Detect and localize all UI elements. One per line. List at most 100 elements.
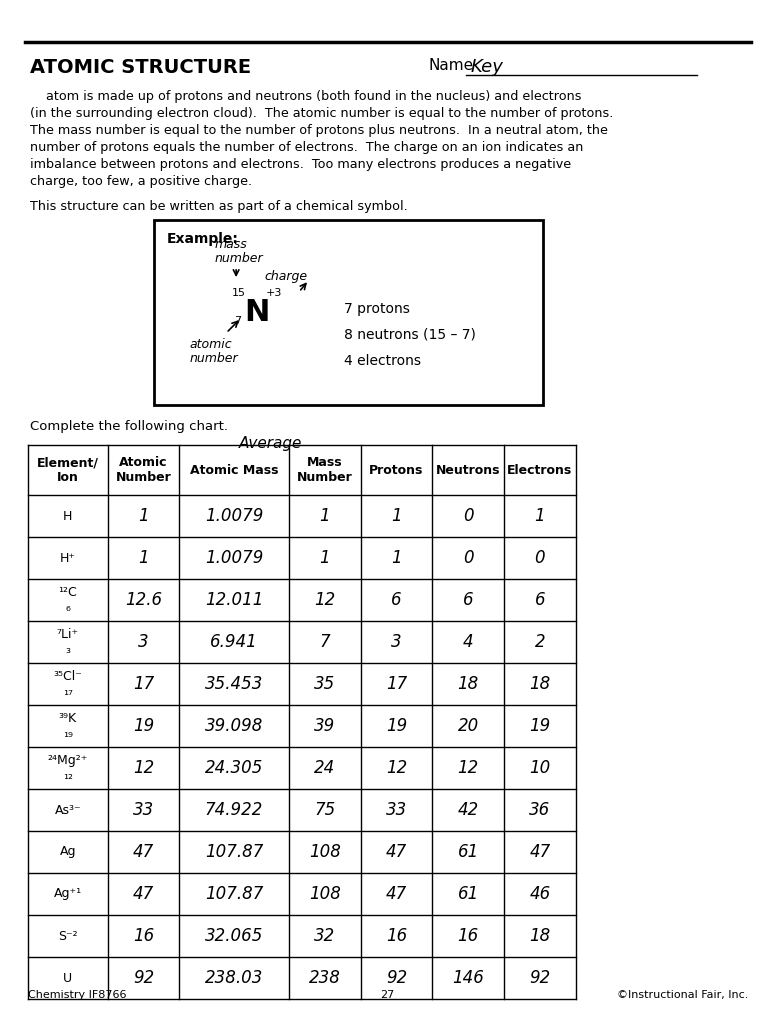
Text: 3: 3 — [391, 633, 402, 651]
Text: 61: 61 — [457, 885, 479, 903]
Text: 238.03: 238.03 — [205, 969, 263, 987]
Text: 3: 3 — [138, 633, 149, 651]
Text: 12: 12 — [133, 759, 154, 777]
Text: Chemistry IF8766: Chemistry IF8766 — [28, 990, 126, 1000]
Text: (in the surrounding electron cloud).  The atomic number is equal to the number o: (in the surrounding electron cloud). The… — [30, 106, 613, 120]
Text: 12: 12 — [386, 759, 407, 777]
Text: 12: 12 — [314, 591, 336, 609]
Text: U: U — [63, 972, 72, 984]
Text: 6: 6 — [463, 591, 474, 609]
Text: 0: 0 — [534, 549, 545, 567]
Text: 1: 1 — [319, 507, 330, 525]
Text: Atomic
Number: Atomic Number — [115, 456, 171, 484]
Text: mass: mass — [214, 238, 247, 251]
Text: 18: 18 — [530, 927, 551, 945]
Text: 36: 36 — [530, 801, 551, 819]
Text: 6: 6 — [534, 591, 545, 609]
Text: 47: 47 — [133, 885, 154, 903]
Text: Electrons: Electrons — [507, 464, 573, 476]
Text: 18: 18 — [457, 675, 479, 693]
Text: 4: 4 — [463, 633, 474, 651]
Text: 16: 16 — [133, 927, 154, 945]
Text: 35: 35 — [314, 675, 336, 693]
Text: 27: 27 — [380, 990, 395, 1000]
Text: H⁺: H⁺ — [60, 552, 76, 564]
Text: 32.065: 32.065 — [205, 927, 263, 945]
Text: 19: 19 — [133, 717, 154, 735]
Text: 19: 19 — [530, 717, 551, 735]
FancyBboxPatch shape — [154, 220, 543, 406]
Text: 1.0079: 1.0079 — [205, 549, 263, 567]
Text: 20: 20 — [457, 717, 479, 735]
Text: 92: 92 — [133, 969, 154, 987]
Text: 6.941: 6.941 — [210, 633, 258, 651]
Text: 1: 1 — [391, 549, 402, 567]
Text: ¹²C
₆: ¹²C ₆ — [58, 586, 77, 614]
Text: 39.098: 39.098 — [205, 717, 263, 735]
Text: charge: charge — [264, 270, 307, 283]
Text: Ag: Ag — [59, 846, 76, 858]
Text: 12.6: 12.6 — [125, 591, 162, 609]
Text: 1: 1 — [138, 507, 149, 525]
Text: 2: 2 — [534, 633, 545, 651]
Text: Average: Average — [239, 436, 302, 451]
Text: 74.922: 74.922 — [205, 801, 263, 819]
Text: 7 protons: 7 protons — [344, 302, 410, 316]
Text: 42: 42 — [457, 801, 479, 819]
Text: 16: 16 — [386, 927, 407, 945]
Text: 238: 238 — [308, 969, 340, 987]
Text: 32: 32 — [314, 927, 336, 945]
Text: 7: 7 — [234, 316, 241, 326]
Text: 12.011: 12.011 — [205, 591, 263, 609]
Text: 39: 39 — [314, 717, 336, 735]
Text: ²⁴Mg²⁺
₁₂: ²⁴Mg²⁺ ₁₂ — [48, 754, 88, 782]
Text: 7: 7 — [319, 633, 330, 651]
Text: 47: 47 — [530, 843, 551, 861]
Text: charge, too few, a positive charge.: charge, too few, a positive charge. — [30, 175, 252, 188]
Text: 10: 10 — [530, 759, 551, 777]
Text: number of protons equals the number of electrons.  The charge on an ion indicate: number of protons equals the number of e… — [30, 141, 583, 154]
Text: 92: 92 — [386, 969, 407, 987]
Text: 1.0079: 1.0079 — [205, 507, 263, 525]
Text: 1: 1 — [138, 549, 149, 567]
Text: Mass
Number: Mass Number — [297, 456, 353, 484]
Text: 35.453: 35.453 — [205, 675, 263, 693]
Text: 18: 18 — [530, 675, 551, 693]
Text: 24: 24 — [314, 759, 336, 777]
Text: Complete the following chart.: Complete the following chart. — [30, 420, 228, 433]
Text: 92: 92 — [530, 969, 551, 987]
Text: atom is made up of protons and neutrons (both found in the nucleus) and electron: atom is made up of protons and neutrons … — [30, 90, 581, 103]
Text: Atomic Mass: Atomic Mass — [190, 464, 278, 476]
Text: 61: 61 — [457, 843, 479, 861]
Text: Example:: Example: — [167, 232, 238, 246]
Text: atomic: atomic — [189, 338, 232, 351]
Text: Protons: Protons — [369, 464, 424, 476]
Text: N: N — [244, 298, 270, 327]
Text: 108: 108 — [308, 843, 340, 861]
Text: 24.305: 24.305 — [205, 759, 263, 777]
Text: ³⁵Cl⁻
₁₇: ³⁵Cl⁻ ₁₇ — [53, 670, 82, 698]
Text: 17: 17 — [386, 675, 407, 693]
Text: 0: 0 — [463, 549, 474, 567]
Text: Element/
Ion: Element/ Ion — [37, 456, 99, 484]
Text: This structure can be written as part of a chemical symbol.: This structure can be written as part of… — [30, 200, 407, 213]
Text: As³⁻: As³⁻ — [55, 804, 81, 816]
Text: The mass number is equal to the number of protons plus neutrons.  In a neutral a: The mass number is equal to the number o… — [30, 124, 608, 137]
Text: Neutrons: Neutrons — [436, 464, 500, 476]
Text: ATOMIC STRUCTURE: ATOMIC STRUCTURE — [30, 58, 251, 77]
Text: 1: 1 — [534, 507, 545, 525]
Text: 6: 6 — [391, 591, 402, 609]
Text: 75: 75 — [314, 801, 336, 819]
Text: 19: 19 — [386, 717, 407, 735]
Text: ⁷Li⁺
₃: ⁷Li⁺ ₃ — [57, 628, 79, 656]
Text: 0: 0 — [463, 507, 474, 525]
Text: 107.87: 107.87 — [205, 843, 263, 861]
Text: 108: 108 — [308, 885, 340, 903]
Text: 15: 15 — [232, 288, 246, 298]
Text: 17: 17 — [133, 675, 154, 693]
Text: 47: 47 — [386, 885, 407, 903]
Text: S⁻²: S⁻² — [58, 930, 78, 942]
Text: Key: Key — [471, 58, 503, 76]
Text: Ag⁺¹: Ag⁺¹ — [54, 888, 82, 900]
Text: 12: 12 — [457, 759, 479, 777]
